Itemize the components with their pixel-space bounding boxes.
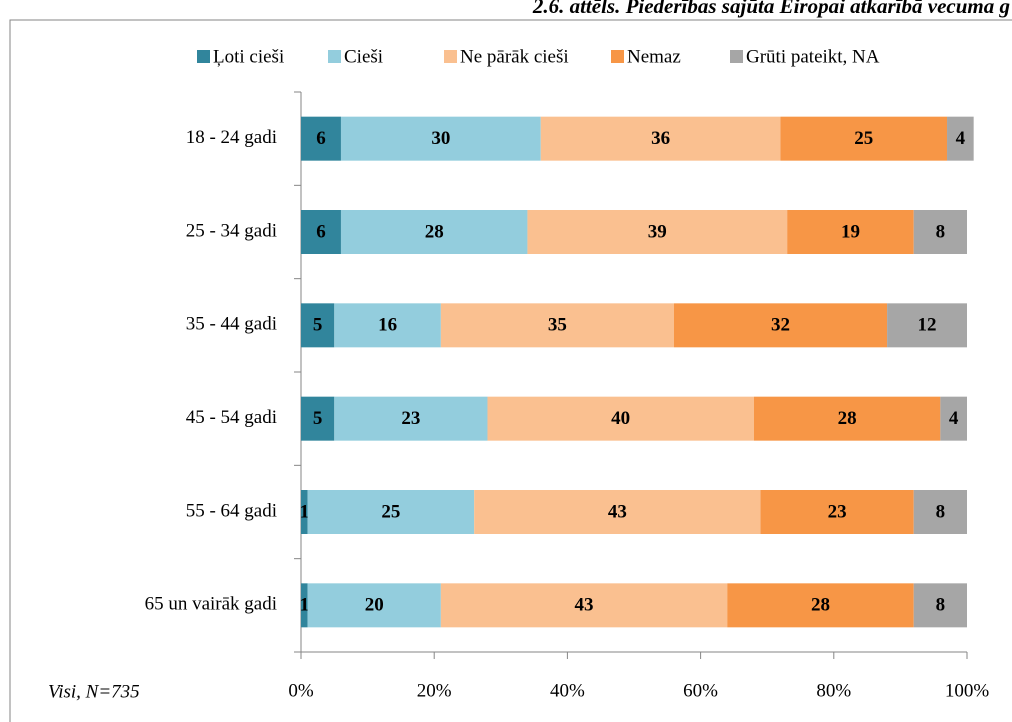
bar-segment xyxy=(527,210,788,254)
data-label: 6 xyxy=(316,221,326,242)
x-tick-label: 80% xyxy=(816,680,851,701)
y-tick-label: 25 - 34 gadi xyxy=(186,220,277,241)
bar-segment xyxy=(307,490,475,534)
bar-segment xyxy=(334,396,488,441)
bar-segment xyxy=(913,490,967,534)
y-tick-label: 55 - 64 gadi xyxy=(186,500,277,521)
x-tick-label: 0% xyxy=(288,680,314,701)
y-tick-label: 45 - 54 gadi xyxy=(186,407,277,428)
data-label: 39 xyxy=(648,221,667,242)
bar-segment xyxy=(887,303,967,348)
data-label: 1 xyxy=(300,501,310,522)
legend-label: Ļoti cieši xyxy=(213,46,284,67)
legend-swatch xyxy=(328,50,341,63)
data-label: 43 xyxy=(575,595,594,616)
data-label: 8 xyxy=(936,221,946,242)
data-label: 25 xyxy=(381,501,400,522)
bar-segment xyxy=(673,303,888,348)
bar-segment xyxy=(487,396,754,441)
bar-segment xyxy=(301,116,341,161)
chart-title: 2.6. attēls. Piederības sajūta Eiropai a… xyxy=(532,0,1010,18)
data-label: 30 xyxy=(431,128,450,149)
legend-swatch xyxy=(197,50,210,63)
bar-segment xyxy=(301,396,335,441)
data-label: 35 xyxy=(548,315,567,336)
legend-swatch xyxy=(730,50,743,63)
x-tick-label: 20% xyxy=(417,680,452,701)
bar-segment xyxy=(913,583,967,628)
bar-segment xyxy=(540,116,781,161)
x-tick-label: 100% xyxy=(945,680,990,701)
data-label: 40 xyxy=(611,408,630,429)
bar-segment xyxy=(334,303,441,348)
legend-label: Nemaz xyxy=(627,46,681,67)
data-label: 8 xyxy=(936,595,946,616)
data-label: 8 xyxy=(936,501,946,522)
y-tick-label: 65 un vairāk gadi xyxy=(145,594,277,615)
bar-segment xyxy=(474,490,761,534)
data-label: 32 xyxy=(771,315,790,336)
legend-label: Grūti pateikt, NA xyxy=(746,46,880,67)
data-label: 5 xyxy=(313,408,323,429)
note: Visi, N=735 xyxy=(48,681,140,702)
bar-segment xyxy=(780,116,948,161)
data-label: 4 xyxy=(949,408,959,429)
data-label: 5 xyxy=(313,315,323,336)
data-label: 19 xyxy=(841,221,860,242)
bar-segment xyxy=(947,116,974,161)
data-label: 6 xyxy=(316,128,326,149)
data-label: 36 xyxy=(651,128,670,149)
data-label: 23 xyxy=(401,408,420,429)
data-label: 28 xyxy=(425,221,444,242)
bar-segment xyxy=(787,210,914,254)
x-tick-label: 60% xyxy=(683,680,718,701)
bar-segment xyxy=(301,583,308,628)
bar-segment xyxy=(760,490,914,534)
data-label: 28 xyxy=(838,408,857,429)
data-label: 23 xyxy=(828,501,847,522)
bar-segment xyxy=(301,303,335,348)
bar-segment xyxy=(940,396,967,441)
bar-segment xyxy=(307,583,441,628)
legend-swatch xyxy=(611,50,624,63)
legend-swatch xyxy=(444,50,457,63)
data-label: 16 xyxy=(378,315,397,336)
y-tick-label: 18 - 24 gadi xyxy=(186,127,277,148)
data-label: 12 xyxy=(918,315,937,336)
data-label: 1 xyxy=(300,595,310,616)
bar-segment xyxy=(340,210,528,254)
bar-segment xyxy=(340,116,541,161)
bar-segment xyxy=(301,210,341,254)
bar-segment xyxy=(301,490,308,534)
legend-label: Ne pārāk cieši xyxy=(460,46,569,67)
x-tick-label: 40% xyxy=(550,680,585,701)
data-label: 25 xyxy=(854,128,873,149)
data-label: 43 xyxy=(608,501,627,522)
legend-label: Cieši xyxy=(344,46,383,67)
data-label: 4 xyxy=(956,128,966,149)
bar-segment xyxy=(440,303,674,348)
bar-segment xyxy=(440,583,728,628)
y-tick-label: 35 - 44 gadi xyxy=(186,314,277,335)
data-label: 28 xyxy=(811,595,830,616)
bar-segment xyxy=(727,583,914,628)
bar-segment xyxy=(913,210,967,254)
data-label: 20 xyxy=(365,595,384,616)
bar-segment xyxy=(753,396,941,441)
